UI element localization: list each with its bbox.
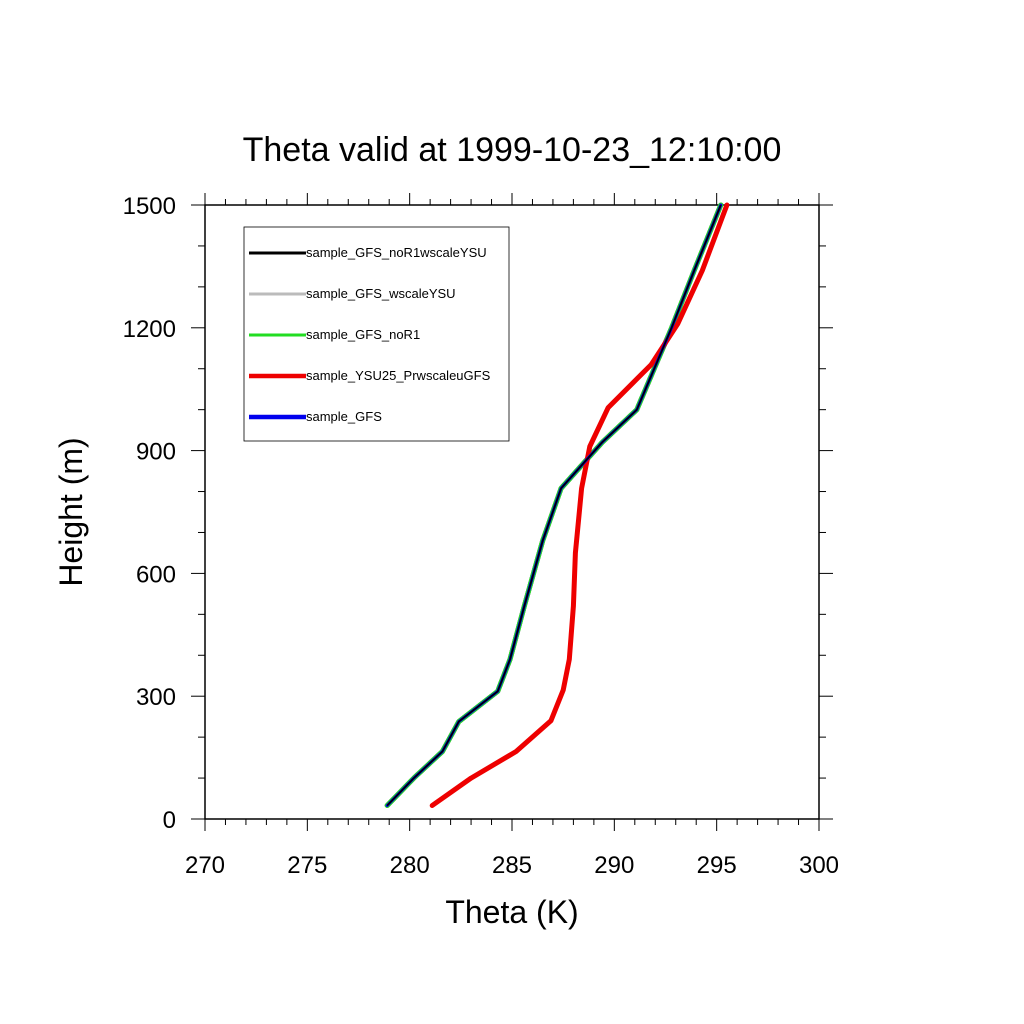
y-tick-label: 0	[163, 807, 176, 834]
legend-label: sample_GFS_noR1wscaleYSU	[306, 245, 487, 260]
legend-label: sample_YSU25_PrwscaleuGFS	[306, 368, 491, 383]
legend: sample_GFS_noR1wscaleYSU sample_GFS_wscal…	[243, 226, 510, 442]
x-tick-label: 300	[799, 852, 839, 879]
y-tick-label: 1200	[123, 316, 176, 343]
series-line-overlay	[386, 204, 722, 807]
x-tick-label: 275	[287, 852, 327, 879]
x-tick-label: 290	[594, 852, 634, 879]
legend-label: sample_GFS_wscaleYSU	[306, 286, 456, 301]
y-axis-label: Height (m)	[53, 437, 89, 586]
legend-label: sample_GFS	[306, 409, 382, 424]
y-tick-label: 1500	[123, 193, 176, 220]
x-tick-label: 270	[185, 852, 225, 879]
x-tick-labels: 270 275 280 285 290 295 300	[185, 852, 839, 879]
y-tick-label: 300	[136, 684, 176, 711]
legend-label: sample_GFS_noR1	[306, 327, 420, 342]
y-tick-label: 600	[136, 561, 176, 588]
x-tick-label: 285	[492, 852, 532, 879]
chart-title: Theta valid at 1999-10-23_12:10:00	[243, 131, 782, 169]
axis-ticks	[191, 193, 833, 831]
x-tick-label: 280	[390, 852, 430, 879]
y-tick-label: 900	[136, 439, 176, 466]
x-axis-label: Theta (K)	[445, 894, 578, 930]
y-tick-labels: 0 300 600 900 1200 1500	[123, 193, 176, 834]
series-lines	[384, 202, 730, 808]
x-tick-label: 295	[697, 852, 737, 879]
